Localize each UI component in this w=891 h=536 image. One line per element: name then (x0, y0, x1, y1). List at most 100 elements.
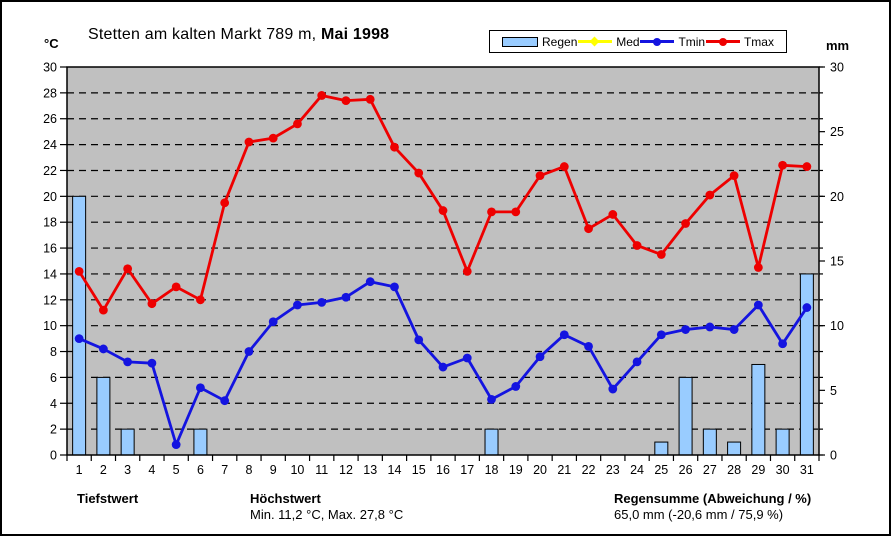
tmin-point-day-14 (390, 282, 399, 292)
tmax-marker-icon (718, 37, 727, 46)
tmin-point-day-23 (608, 384, 618, 394)
regen-bar-day-2 (96, 376, 111, 456)
left-tick-label: 28 (43, 86, 57, 100)
med-line-icon (578, 36, 613, 47)
regen-bar-day-6 (193, 428, 208, 456)
day-label: 11 (315, 463, 328, 477)
day-label: 8 (245, 463, 252, 477)
tmax-point-day-23 (608, 210, 618, 219)
day-label: 18 (485, 463, 499, 477)
tmin-line (74, 277, 812, 450)
page-title: Stetten am kalten Markt 789 m, Mai 1998 (88, 26, 389, 44)
day-label: 4 (148, 463, 155, 477)
left-axis-unit: °C (44, 36, 59, 51)
tmax-point-day-10 (293, 119, 302, 129)
regen-bar-day-30 (775, 428, 790, 456)
title-station: Stetten am kalten Markt 789 m, (88, 26, 321, 43)
right-axis: 0 5 10 15 20 25 30 (819, 61, 844, 463)
regen-swatch-icon (502, 36, 538, 47)
footer-regensumme-value: 65,0 mm (-20,6 mm / 75,9 %) (614, 507, 784, 522)
tmin-point-day-26 (681, 325, 690, 334)
regen-bar-day-3 (120, 428, 135, 456)
day-label: 20 (533, 463, 547, 477)
right-tick-label: 5 (830, 384, 837, 398)
regen-bar-day-1 (72, 195, 87, 456)
legend-item-med: Med (578, 34, 640, 49)
left-tick-label: 24 (43, 138, 57, 152)
day-label: 5 (173, 463, 180, 477)
tmin-point-day-30 (778, 339, 788, 349)
tmin-point-day-10 (293, 300, 302, 310)
right-tick-label: 30 (830, 61, 844, 75)
tmin-point-day-16 (438, 362, 448, 372)
day-label: 26 (679, 463, 693, 477)
day-label: 29 (751, 463, 765, 477)
legend-item-tmax: Tmax (705, 34, 774, 49)
left-tick-label: 18 (43, 216, 57, 230)
tmax-point-day-29 (753, 263, 763, 272)
tmin-point-day-4 (147, 358, 157, 368)
legend-label-tmax: Tmax (743, 34, 774, 49)
tmax-point-day-6 (196, 295, 205, 305)
tmax-point-day-26 (681, 219, 690, 228)
day-label: 2 (100, 463, 107, 477)
day-label: 19 (509, 463, 523, 477)
regen-bar-day-26 (678, 376, 693, 456)
day-label: 1 (76, 463, 83, 477)
tmin-point-day-3 (123, 357, 133, 367)
tmax-point-day-12 (341, 96, 351, 106)
tmax-point-day-14 (390, 142, 399, 152)
tmin-point-day-27 (705, 322, 715, 332)
day-label: 10 (290, 463, 304, 477)
regen-bar-day-29 (751, 363, 766, 456)
tmax-point-day-15 (414, 168, 424, 178)
tmax-point-day-9 (268, 133, 278, 143)
tmax-point-day-5 (171, 282, 181, 292)
tmin-point-day-2 (98, 344, 108, 354)
tmin-point-day-13 (365, 277, 375, 287)
legend-label-med: Med (616, 34, 640, 49)
tmax-point-day-19 (511, 207, 521, 217)
tmax-point-day-27 (705, 190, 715, 200)
chart-canvas: 0246810121416182022242628300510152025301… (43, 61, 844, 478)
left-tick-label: 6 (50, 371, 57, 385)
tmin-point-day-29 (753, 300, 763, 310)
day-label: 9 (270, 463, 277, 477)
tmin-point-day-9 (268, 317, 278, 327)
tmax-point-day-11 (317, 91, 327, 100)
tmin-point-day-17 (462, 353, 472, 363)
right-tick-label: 15 (830, 255, 844, 269)
tmin-point-day-15 (414, 335, 424, 345)
tmin-marker-icon (653, 37, 662, 46)
tmin-point-day-6 (196, 383, 205, 393)
tmax-point-day-7 (220, 198, 230, 208)
regen-bar-day-31 (799, 273, 814, 456)
tmin-point-day-1 (74, 334, 84, 343)
left-tick-label: 14 (43, 267, 57, 281)
day-label: 6 (197, 463, 204, 477)
legend: Regen Med Tmin Tmax (489, 30, 787, 53)
tmax-point-day-1 (74, 266, 84, 276)
right-tick-label: 0 (830, 449, 837, 463)
day-label: 25 (654, 463, 668, 477)
tmin-point-day-11 (317, 297, 327, 307)
day-label: 21 (557, 463, 571, 477)
x-axis: 1 2 3 4 5 6 7 8 9 10 11 12 13 14 15 16 17 18 19 20 21 22 23 24 2… (66, 455, 820, 477)
tmax-line (74, 91, 812, 315)
day-label: 24 (630, 463, 644, 477)
day-label: 15 (412, 463, 426, 477)
tmin-point-day-18 (487, 394, 496, 404)
tmin-point-day-20 (535, 352, 545, 362)
tmin-point-day-12 (341, 292, 351, 302)
left-tick-label: 22 (43, 164, 57, 178)
tmax-point-day-30 (778, 160, 788, 170)
regen-bars (72, 195, 814, 456)
gridlines (67, 92, 819, 430)
tmax-point-day-13 (365, 94, 375, 104)
legend-item-regen: Regen (502, 35, 577, 49)
regen-bar-day-27 (702, 428, 717, 456)
tmax-point-day-28 (729, 171, 739, 181)
day-label: 13 (363, 463, 377, 477)
tmax-point-day-20 (535, 171, 545, 181)
